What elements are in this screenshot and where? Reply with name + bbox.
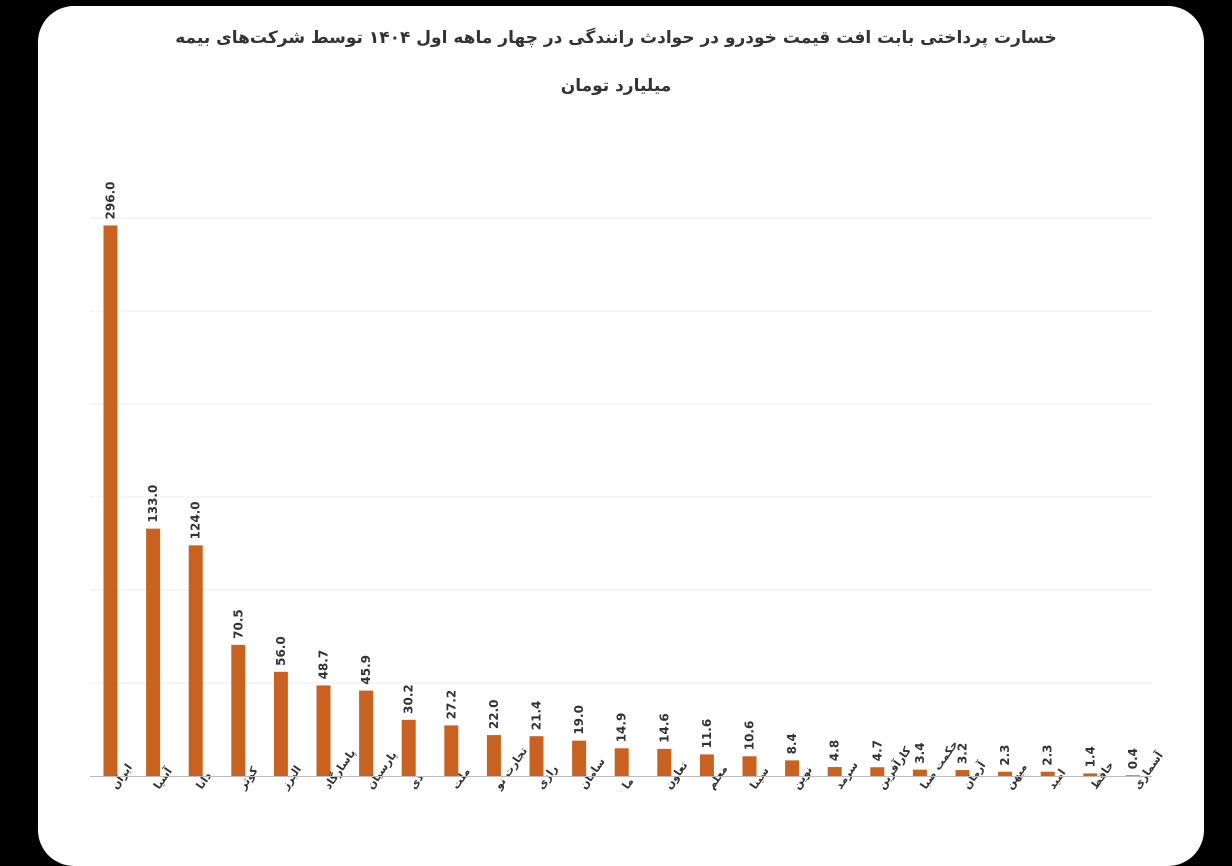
value-label: 48.7 [317,650,331,680]
value-label: 8.4 [785,733,799,754]
value-label: 4.7 [870,740,884,761]
value-label: 30.2 [402,684,416,714]
bar [401,719,416,776]
bar [699,754,714,776]
bar [785,760,800,776]
bar-chart: 296.0 133.0 124.0 70.5 56.0 48.7 45.9 30.2 27.2 2… [90,181,1166,793]
bar [1083,773,1098,776]
value-label: 2.3 [1041,744,1055,765]
value-label: 70.5 [231,609,245,639]
value-label: 3.4 [913,742,927,763]
bar [529,736,544,776]
category-label: امید [1046,767,1069,792]
value-label: 3.2 [956,743,970,764]
bar [657,748,672,776]
bar [614,748,629,776]
chart-title: خسارت پرداختی بابت افت قیمت خودرو در حوا… [175,28,1057,48]
bar [1040,771,1055,776]
bar [912,769,927,776]
bar [998,771,1013,776]
category-label: ما [620,775,637,791]
value-label: 14.9 [615,713,629,743]
value-label: 45.9 [359,655,373,685]
value-label: 56.0 [274,636,288,666]
bar [444,725,459,776]
bar [188,545,203,776]
bar [359,690,374,776]
bar [273,671,288,776]
value-label: 21.4 [530,701,544,731]
bar [827,767,842,776]
bar [1125,775,1140,777]
value-label: 0.4 [1126,748,1140,769]
bar [870,767,885,776]
bar [742,756,757,776]
value-label: 19.0 [572,705,586,735]
bar [146,528,161,776]
value-label: 14.6 [657,713,671,743]
value-label: 2.3 [998,744,1012,765]
value-label: 27.2 [444,690,458,720]
value-label: 1.4 [1083,746,1097,767]
value-label: 22.0 [487,699,501,729]
bars [103,225,1140,777]
bar [103,225,118,776]
value-label: 296.0 [104,181,118,219]
bar [316,685,331,776]
bar [955,770,970,776]
value-label: 11.6 [700,719,714,749]
value-label: 4.8 [828,740,842,761]
bar [572,740,587,776]
bar [486,735,501,776]
chart-subtitle: میلیارد تومان [560,76,672,96]
value-labels: 296.0 133.0 124.0 70.5 56.0 48.7 45.9 30.2 27.2 2… [104,181,1140,769]
value-label: 133.0 [146,485,160,523]
grid-lines [90,217,1152,684]
value-label: 124.0 [189,501,203,539]
value-label: 10.6 [743,721,757,751]
bar [231,644,246,776]
